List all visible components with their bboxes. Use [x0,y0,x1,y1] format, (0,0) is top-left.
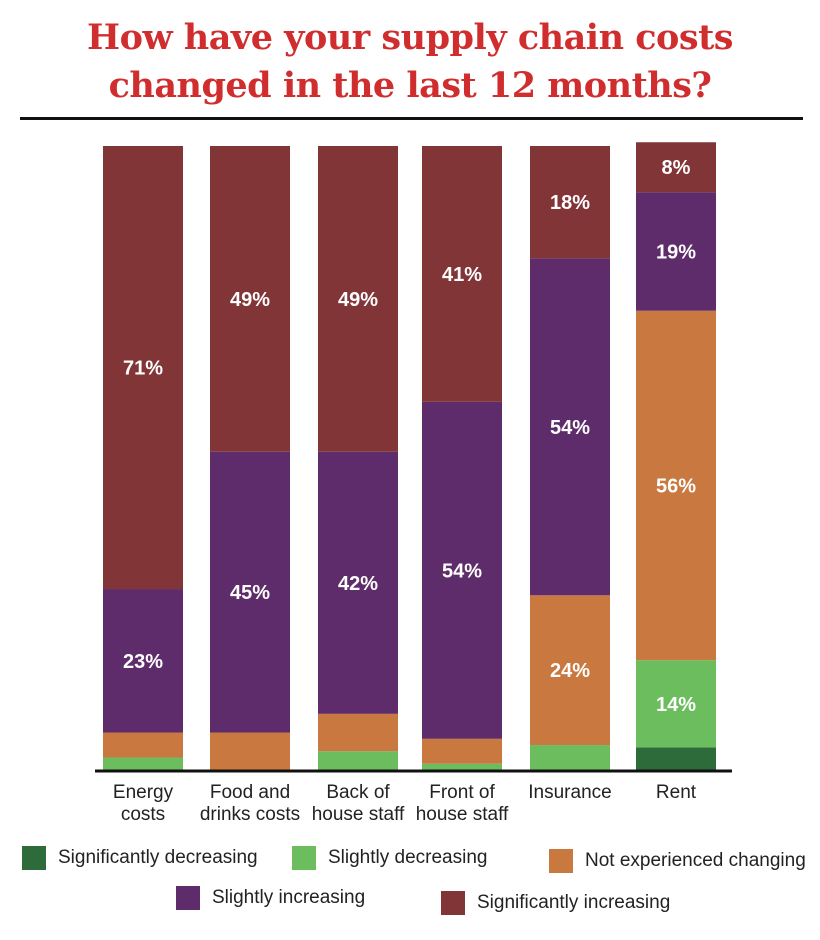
bar-segment [103,757,183,770]
bar-segment [318,713,398,752]
bar-segment [636,192,716,311]
data-label: 41% [442,264,482,286]
x-tick-label: Food and drinks costs [199,782,301,825]
bar-segment [210,732,290,770]
legend-swatch [22,846,46,870]
bar-segment [210,146,290,452]
data-label: 18% [550,192,590,214]
x-tick-label: Front of house staff [415,782,509,825]
bar-segment [636,747,716,770]
legend-label: Significantly decreasing [58,847,258,868]
legend-item: Slightly decreasing [292,846,487,870]
title-rule [20,117,803,120]
bar-segment [636,310,716,661]
data-label: 54% [550,417,590,439]
bar-segment [530,595,610,746]
bar-segment [318,451,398,714]
data-label: 23% [123,651,163,673]
legend-label: Slightly increasing [212,887,366,908]
legend-item: Not experienced changing [549,849,806,873]
legend-item: Significantly decreasing [22,846,258,870]
legend-label: Significantly increasing [477,892,671,913]
data-label: 54% [442,560,482,582]
bar-segment [103,146,183,590]
bar-segment [422,401,502,739]
bar-segment [422,738,502,764]
bar-segment [103,589,183,733]
data-label: 24% [550,660,590,682]
bar-segment [636,660,716,748]
legend-swatch [441,891,465,915]
bar-segment [318,751,398,770]
title-line-1: How have your supply chain costs [87,17,733,58]
bar-segment [530,745,610,770]
legend-swatch [549,849,573,873]
title-line-2: changed in the last 12 months? [108,65,712,106]
legend-swatch [292,846,316,870]
data-label: 56% [656,475,696,497]
x-tick-label: Insurance [528,782,612,803]
data-label: 49% [230,289,270,311]
bar-segment [103,732,183,758]
legend-item: Slightly increasing [176,886,365,910]
x-tick-label: Back of house staff [311,782,405,825]
legend-label: Not experienced changing [585,850,806,871]
x-tick-label: Energy costs [112,782,174,825]
legend-label: Slightly decreasing [328,847,488,868]
bar-segment [422,146,502,402]
legend-swatch [176,886,200,910]
x-tick-label: Rent [655,782,697,803]
bar-segment [530,146,610,259]
chart-title: How have your supply chain costs changed… [0,14,820,110]
data-label: 45% [230,582,270,604]
data-label: 14% [656,694,696,716]
data-label: 8% [662,157,691,179]
bar-segment [636,142,716,193]
data-label: 71% [123,358,163,380]
bar-segment [318,146,398,452]
data-label: 49% [338,289,378,311]
bar-segment [210,451,290,733]
data-label: 19% [656,241,696,263]
legend-item: Significantly increasing [441,891,670,915]
data-label: 42% [338,573,378,595]
bar-segment [530,258,610,596]
bar-segment [422,763,502,770]
